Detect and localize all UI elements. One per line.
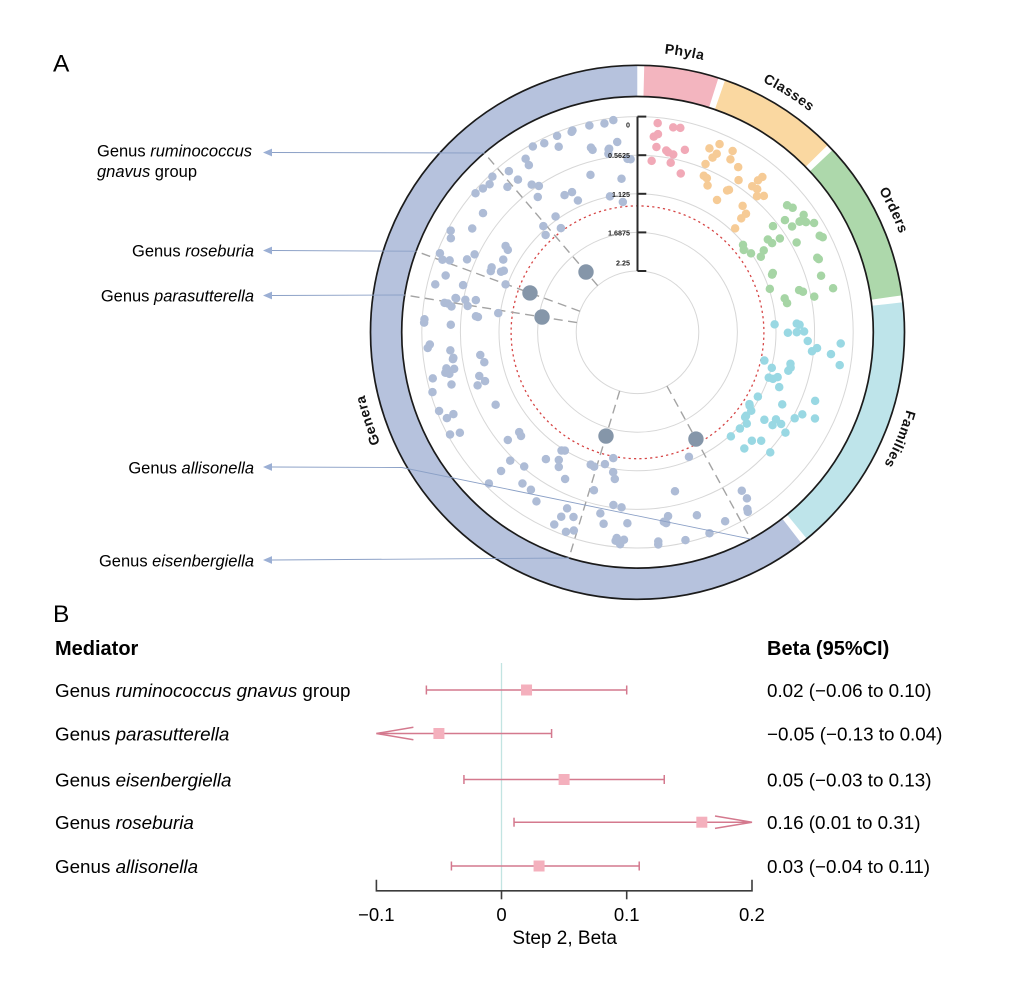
svg-text:Genus roseburia: Genus roseburia <box>55 812 194 833</box>
svg-text:Phyla: Phyla <box>664 41 706 63</box>
svg-text:−0.05 (−0.13 to 0.04): −0.05 (−0.13 to 0.04) <box>767 724 942 745</box>
svg-text:0.16 (0.01 to 0.31): 0.16 (0.01 to 0.31) <box>767 812 921 833</box>
svg-text:2.25: 2.25 <box>616 259 630 268</box>
svg-text:Genus ruminococcus: Genus ruminococcus <box>97 143 252 161</box>
svg-text:Genus ruminococcus gnavus grou: Genus ruminococcus gnavus group <box>55 680 350 701</box>
svg-text:Genus eisenbergiella: Genus eisenbergiella <box>99 553 254 571</box>
svg-text:0.03 (−0.04 to 0.11): 0.03 (−0.04 to 0.11) <box>767 856 930 877</box>
svg-text:1.125: 1.125 <box>612 190 630 199</box>
svg-text:0.02 (−0.06 to 0.10): 0.02 (−0.06 to 0.10) <box>767 680 931 701</box>
svg-text:Genus eisenbergiella: Genus eisenbergiella <box>55 770 231 791</box>
svg-text:Genus parasutterella: Genus parasutterella <box>101 288 254 306</box>
svg-text:0: 0 <box>496 904 506 925</box>
svg-text:Genus roseburia: Genus roseburia <box>132 243 254 261</box>
svg-text:Genus allisonella: Genus allisonella <box>55 856 198 877</box>
svg-text:0: 0 <box>626 121 630 130</box>
svg-text:0.1: 0.1 <box>614 904 640 925</box>
svg-text:1.6875: 1.6875 <box>608 228 630 237</box>
svg-text:0.5625: 0.5625 <box>608 151 630 160</box>
svg-text:Beta (95%CI): Beta (95%CI) <box>767 638 889 660</box>
svg-text:gnavus group: gnavus group <box>97 163 197 181</box>
svg-text:Genus allisonella: Genus allisonella <box>128 460 254 478</box>
svg-text:B: B <box>53 601 69 628</box>
svg-text:Step 2, Beta: Step 2, Beta <box>512 928 617 949</box>
svg-text:−0.1: −0.1 <box>358 904 395 925</box>
svg-text:0.05 (−0.03 to 0.13): 0.05 (−0.03 to 0.13) <box>767 770 931 791</box>
svg-text:Genus parasutterella: Genus parasutterella <box>55 724 229 745</box>
svg-text:Mediator: Mediator <box>55 638 139 660</box>
svg-text:A: A <box>53 51 70 78</box>
svg-text:0.2: 0.2 <box>739 904 765 925</box>
